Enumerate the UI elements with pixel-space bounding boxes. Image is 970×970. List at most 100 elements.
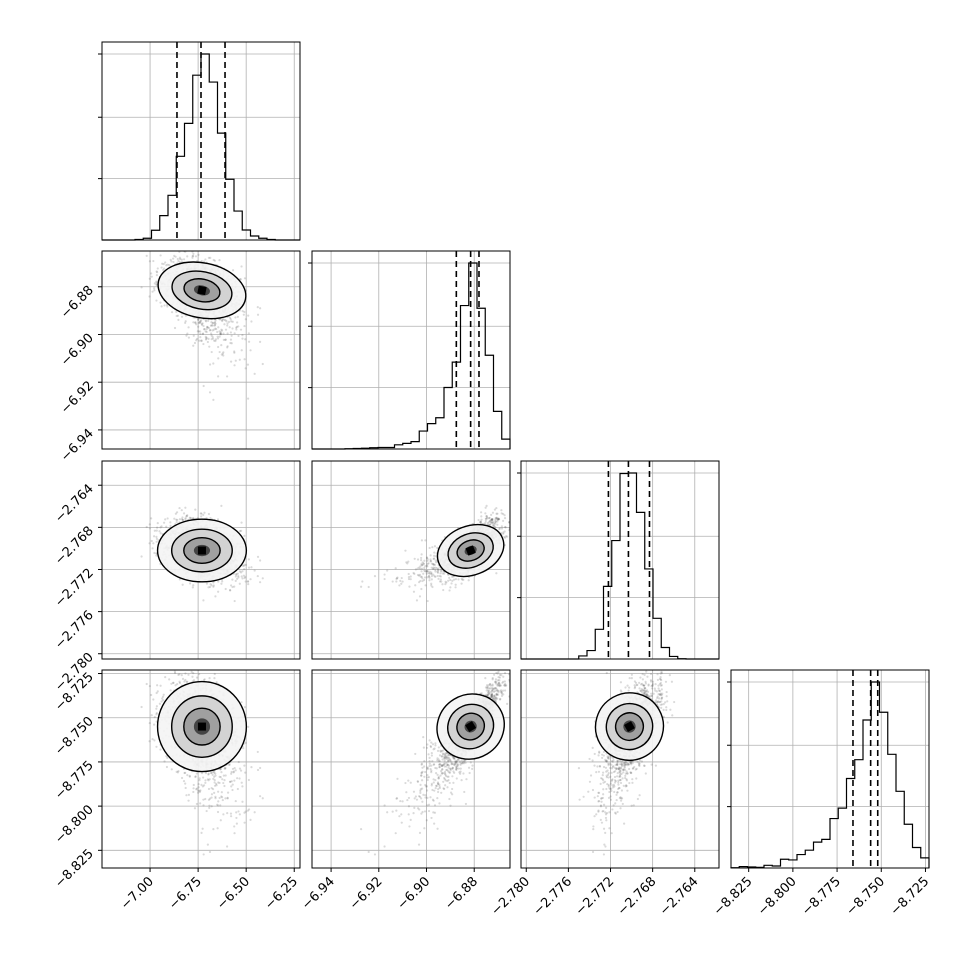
scatter-point (503, 514, 506, 517)
scatter-point (199, 319, 203, 322)
scatter-point (197, 253, 200, 256)
scatter-point (221, 319, 224, 323)
scatter-point (449, 578, 452, 582)
scatter-point (439, 578, 442, 581)
scatter-point (491, 518, 494, 521)
scatter-point (418, 595, 422, 598)
scatter-point (240, 349, 243, 352)
scatter-point (238, 529, 242, 533)
scatter-point (243, 358, 246, 361)
scatter-point (404, 549, 407, 552)
scatter-point (420, 556, 423, 560)
scatter-point (241, 577, 244, 580)
scatter-point (244, 575, 247, 578)
scatter-point (208, 391, 212, 394)
scatter-point (494, 520, 498, 523)
scatter-point (217, 375, 220, 378)
scatter-point (145, 525, 148, 529)
scatter-point (448, 576, 451, 579)
scatter-point (153, 551, 156, 555)
scatter-point (225, 320, 228, 323)
scatter-point (210, 337, 213, 341)
scatter-point (242, 574, 245, 577)
scatter-point (395, 577, 398, 580)
scatter-point (424, 584, 427, 587)
scatter-point (236, 315, 239, 318)
scatter-point (438, 580, 442, 583)
scatter-point (432, 563, 435, 566)
scatter-point (480, 518, 483, 521)
scatter-point (201, 322, 204, 325)
panel-2-1 (311, 460, 511, 660)
scatter-point (150, 539, 153, 543)
scatter-point (430, 582, 433, 585)
scatter-point (230, 342, 233, 345)
scatter-point (498, 527, 501, 531)
scatter-point (240, 529, 243, 532)
scatter-point (478, 521, 482, 524)
scatter-point (490, 518, 494, 521)
scatter-point (407, 575, 411, 579)
scatter-point (153, 289, 156, 292)
scatter-point (199, 320, 202, 323)
scatter-point (182, 512, 186, 515)
scatter-point (494, 522, 497, 525)
scatter-point (210, 334, 213, 337)
scatter-point (199, 320, 202, 323)
scatter-point (202, 324, 205, 328)
scatter-point (209, 328, 212, 332)
scatter-point (216, 337, 220, 340)
scatter-point (184, 320, 187, 323)
scatter-point (233, 585, 236, 588)
scatter-point (416, 558, 420, 561)
scatter-point (497, 517, 500, 520)
scatter-point (166, 517, 169, 520)
scatter-point (220, 328, 223, 331)
scatter-point (225, 375, 229, 378)
scatter-point (493, 523, 496, 526)
scatter-point (159, 526, 162, 529)
scatter-point (409, 575, 412, 578)
scatter-point (198, 321, 201, 325)
scatter-point (236, 577, 239, 580)
scatter-point (151, 547, 154, 550)
scatter-point (413, 572, 416, 575)
scatter-point (175, 511, 179, 514)
scatter-point (205, 330, 208, 334)
scatter-point (140, 286, 143, 289)
scatter-point (164, 518, 167, 521)
scatter-point (177, 318, 180, 322)
scatter-point (212, 585, 215, 588)
scatter-point (188, 582, 192, 585)
scatter-point (231, 578, 234, 581)
scatter-point (430, 566, 433, 569)
scatter-point (408, 585, 411, 588)
scatter-point (209, 324, 213, 327)
scatter-point (451, 575, 454, 578)
scatter-point (173, 326, 177, 330)
scatter-point (433, 551, 436, 554)
scatter-point (439, 575, 442, 578)
scatter-point (206, 325, 209, 328)
scatter-point (197, 325, 200, 328)
scatter-point (412, 571, 415, 575)
scatter-point (213, 339, 216, 342)
scatter-point (425, 572, 428, 575)
scatter-point (426, 576, 429, 579)
scatter-point (484, 519, 487, 522)
scatter-point (153, 287, 156, 290)
scatter-point (192, 344, 195, 347)
scatter-point (178, 578, 181, 581)
scatter-point (494, 525, 497, 529)
scatter-point (156, 267, 159, 270)
scatter-point (203, 328, 206, 331)
scatter-point (241, 333, 244, 337)
scatter-point (493, 524, 496, 527)
scatter-point (168, 263, 171, 267)
scatter-point (148, 260, 151, 263)
scatter-point (170, 260, 173, 263)
scatter-point (158, 530, 161, 533)
scatter-point (211, 324, 214, 327)
scatter-point (454, 583, 457, 586)
scatter-point (140, 555, 143, 558)
